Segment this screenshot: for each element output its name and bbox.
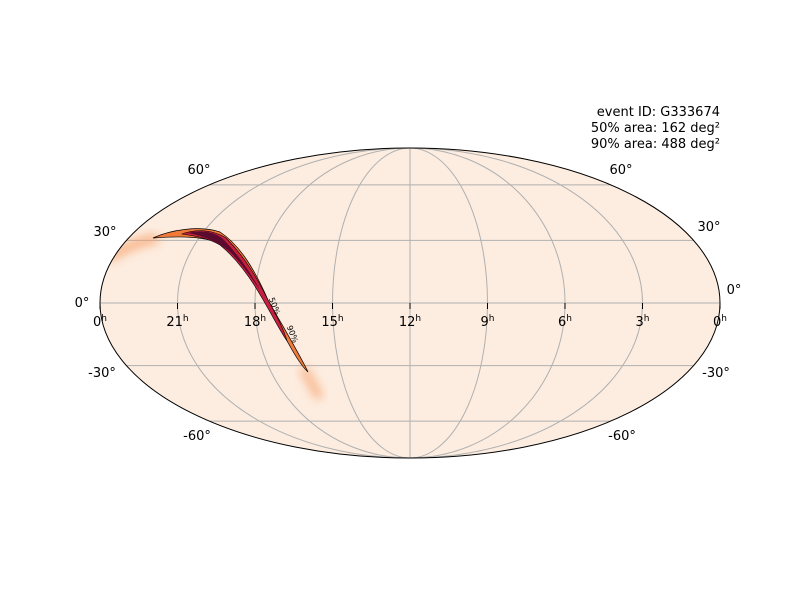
core [188, 231, 260, 290]
ra-unit: h [260, 314, 266, 324]
annotation: 90% area: 488 deg² [591, 137, 720, 152]
ra-hour: 15 [321, 315, 338, 330]
lat-label: -60° [608, 429, 636, 444]
ra-hour: 21 [166, 315, 183, 330]
ra-unit: h [721, 314, 727, 324]
ra-unit: h [415, 314, 421, 324]
lat-label: 30° [93, 225, 116, 240]
ra-hour: 3 [636, 315, 644, 330]
annotation: 50% area: 162 deg² [591, 121, 720, 136]
ra-label: 0h [93, 314, 107, 330]
glow [299, 365, 324, 401]
lat-label: 0° [75, 296, 90, 311]
ra-hour: 0 [713, 315, 721, 330]
lat-label: -60° [183, 429, 211, 444]
ra-label: 3h [636, 314, 650, 330]
lat-label: -30° [702, 366, 730, 381]
ra-label: 18h [244, 314, 266, 330]
ra-hour: 6 [558, 315, 566, 330]
ra-hour: 9 [481, 315, 489, 330]
ra-unit: h [644, 314, 650, 324]
ra-label: 0h [713, 314, 727, 330]
ra-label: 15h [321, 314, 343, 330]
lat-label: 30° [697, 220, 720, 235]
ra-label: 9h [481, 314, 495, 330]
ra-hour: 12 [399, 315, 416, 330]
ra-label: 21h [166, 314, 188, 330]
labels: 60°30°0°-30°-60°60°30°0°-30°-60°0h 21h 18h… [75, 105, 742, 444]
lat-label: 60° [187, 163, 210, 178]
lat-label: 60° [609, 163, 632, 178]
ra-unit: h [183, 314, 189, 324]
ra-hour: 18 [244, 315, 261, 330]
ra-unit: h [101, 314, 107, 324]
annotation: event ID: G333674 [597, 105, 720, 120]
ra-unit: h [338, 314, 344, 324]
ra-hour: 0 [93, 315, 101, 330]
ra-unit: h [566, 314, 572, 324]
ra-label: 12h [399, 314, 421, 330]
lat-label: 0° [727, 283, 742, 298]
ra-unit: h [489, 314, 495, 324]
ra-label: 6h [558, 314, 572, 330]
lat-label: -30° [88, 366, 116, 381]
